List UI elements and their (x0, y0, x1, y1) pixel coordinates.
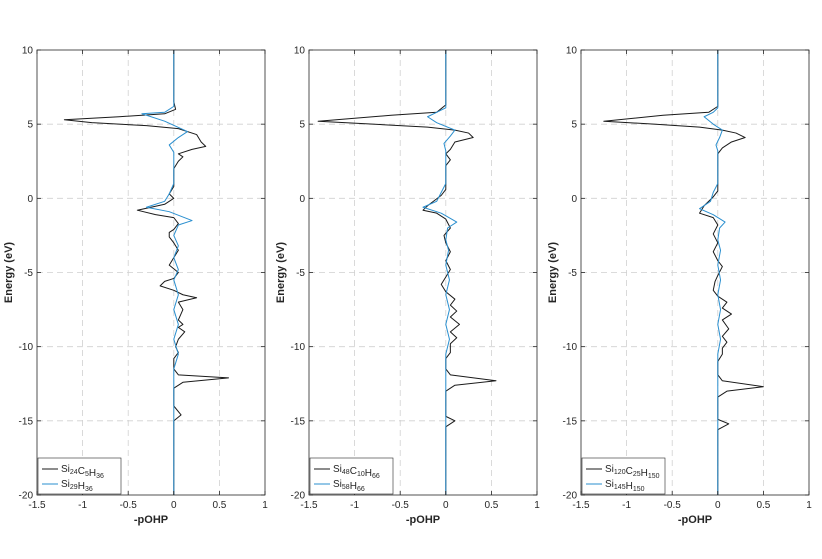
x-tick-label: 0 (443, 500, 449, 511)
y-tick-label: -15 (19, 416, 34, 427)
legend-entry: Si29H36 (61, 479, 93, 493)
chart-panel: -1.5 -1 -0.5 0 0.5 1 -20 -15 -10 -5 0 5 10 -pOHP Energ… (3, 46, 268, 527)
x-tick-label: 0.5 (212, 500, 226, 511)
legend-box (309, 457, 394, 495)
x-tick-label: -1 (622, 500, 631, 511)
legend-entry: Si120C25H150 (605, 464, 660, 480)
series-line (422, 50, 458, 495)
y-tick-label: 0 (27, 194, 33, 205)
chart-panel: -1.5 -1 -0.5 0 0.5 1 -20 -15 -10 -5 0 5 10 -pOHP Energ… (547, 46, 812, 527)
x-tick-label: -1 (78, 500, 87, 511)
x-tick-label: -0.5 (664, 500, 682, 511)
series-line (63, 50, 230, 495)
x-tick-label: -1 (350, 500, 359, 511)
y-tick-label: -5 (568, 268, 577, 279)
x-tick-label: 0.5 (484, 500, 498, 511)
y-axis-label: Energy (eV) (547, 242, 559, 303)
legend-box (37, 457, 122, 495)
chart-panel: -1.5 -1 -0.5 0 0.5 1 -20 -15 -10 -5 0 5 10 -pOHP Energ… (275, 46, 540, 527)
legend-entry: Si24C5H36 (61, 464, 104, 480)
y-tick-label: -15 (291, 416, 306, 427)
x-tick-label: 0 (171, 500, 177, 511)
x-tick-label: 1 (806, 500, 812, 511)
y-axis-label: Energy (eV) (3, 242, 15, 303)
x-tick-label: 1 (534, 500, 540, 511)
x-tick-label: 0.5 (756, 500, 770, 511)
x-tick-label: -1.5 (572, 500, 590, 511)
series-line (699, 50, 726, 495)
y-tick-label: -10 (291, 342, 306, 353)
y-tick-label: -10 (19, 342, 34, 353)
y-tick-label: -20 (19, 491, 34, 502)
y-tick-label: 10 (566, 46, 578, 57)
y-tick-label: -15 (563, 416, 578, 427)
x-tick-label: -1.5 (28, 500, 46, 511)
x-axis-label: -pOHP (406, 514, 440, 526)
x-tick-label: 0 (715, 500, 721, 511)
y-tick-label: -5 (296, 268, 305, 279)
x-tick-label: -1.5 (300, 500, 318, 511)
x-tick-label: -0.5 (392, 500, 410, 511)
x-tick-label: -0.5 (120, 500, 138, 511)
y-tick-label: 10 (294, 46, 306, 57)
legend-entry: Si48C10H66 (333, 464, 380, 480)
y-tick-label: -20 (563, 491, 578, 502)
x-tick-label: 1 (262, 500, 268, 511)
y-axis-label: Energy (eV) (275, 242, 287, 303)
y-tick-label: -10 (563, 342, 578, 353)
y-tick-label: 0 (299, 194, 305, 205)
y-tick-label: 0 (571, 194, 577, 205)
y-tick-label: 10 (22, 46, 34, 57)
series-line (141, 50, 193, 495)
x-axis-label: -pOHP (134, 514, 168, 526)
y-tick-label: 5 (571, 120, 577, 131)
legend-box (581, 457, 666, 495)
y-tick-label: 5 (27, 120, 33, 131)
series-line (603, 50, 764, 495)
y-tick-label: -20 (291, 491, 306, 502)
y-tick-label: 5 (299, 120, 305, 131)
legend-entry: Si58H66 (333, 479, 365, 493)
x-axis-label: -pOHP (678, 514, 712, 526)
legend-entry: Si145H150 (605, 479, 645, 493)
y-tick-label: -5 (24, 268, 33, 279)
